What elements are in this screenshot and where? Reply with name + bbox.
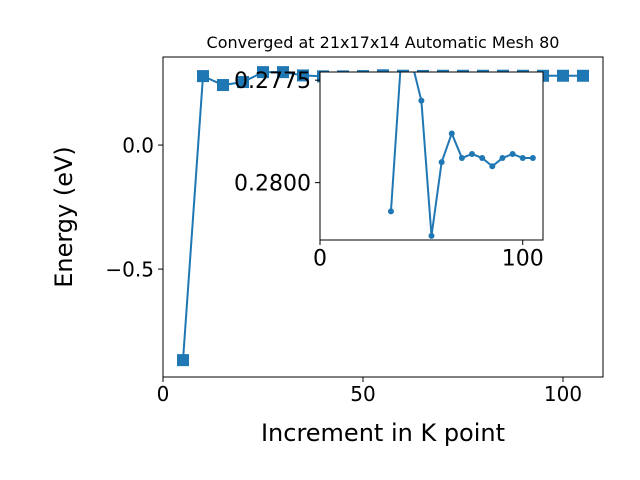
marker — [217, 79, 229, 92]
y-tick-label: 0.2775 — [234, 69, 311, 94]
marker — [257, 66, 269, 79]
x-tick-label: 0 — [157, 382, 170, 406]
y-tick-label: 0.0 — [122, 133, 154, 157]
series — [387, 72, 536, 239]
marker — [529, 155, 536, 162]
marker — [469, 150, 476, 157]
marker — [177, 354, 189, 367]
marker — [418, 97, 425, 104]
marker — [197, 70, 209, 83]
x-tick-label: 50 — [350, 382, 375, 406]
chart-title: Converged at 21x17x14 Automatic Mesh 80 — [207, 33, 560, 52]
marker — [277, 66, 289, 79]
y-axis-label: Energy (eV) — [50, 146, 78, 288]
x-axis-label: Increment in K point — [261, 419, 505, 447]
marker — [489, 163, 496, 170]
marker — [577, 69, 589, 82]
marker — [509, 150, 516, 157]
marker — [438, 159, 445, 166]
marker — [557, 69, 569, 82]
marker — [458, 155, 465, 162]
axes-frame — [162, 56, 604, 378]
x-tick-label: 0 — [313, 247, 327, 272]
x-tick-label: 100 — [502, 247, 544, 272]
marker — [297, 69, 309, 82]
marker — [479, 155, 486, 162]
marker — [499, 155, 506, 162]
plot: 0 100 0.2775 0.2800 — [234, 69, 544, 272]
marker — [387, 208, 394, 215]
marker — [237, 76, 249, 89]
marker — [448, 130, 455, 137]
y-tick-label: −0.5 — [105, 257, 154, 281]
marker — [519, 155, 526, 162]
marker — [428, 232, 435, 239]
x-tick-label: 100 — [544, 382, 582, 406]
axes-frame — [319, 71, 544, 241]
y-tick-label: 0.2800 — [234, 172, 311, 197]
